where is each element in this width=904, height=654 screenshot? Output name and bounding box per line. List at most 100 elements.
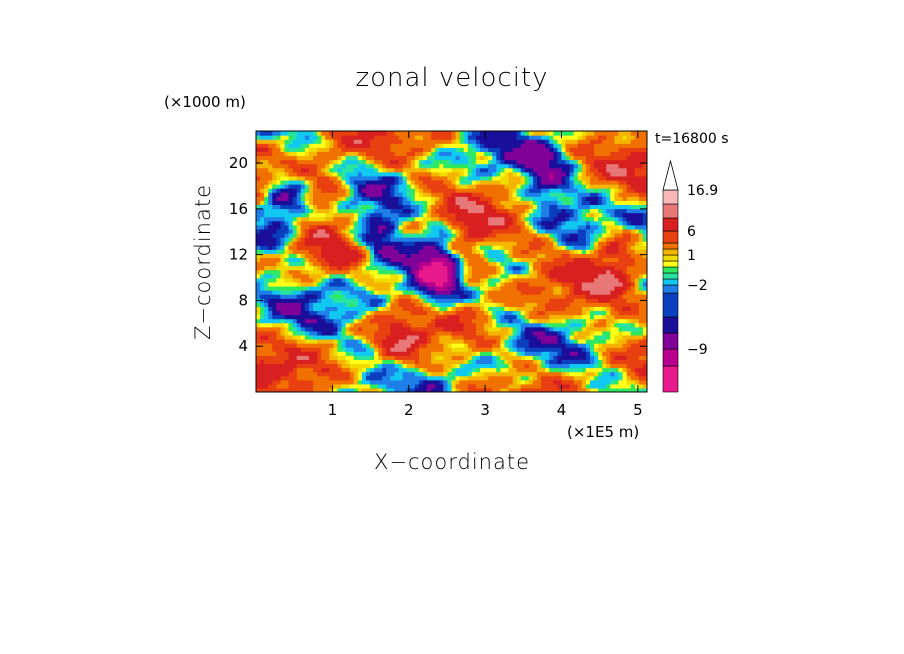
field-cell bbox=[537, 257, 542, 263]
field-cell bbox=[394, 306, 400, 312]
field-cell bbox=[516, 387, 522, 392]
field-cell bbox=[459, 212, 465, 218]
field-cell bbox=[337, 347, 343, 352]
field-cell bbox=[532, 379, 538, 385]
field-cell bbox=[475, 379, 481, 385]
field-cell bbox=[317, 294, 322, 299]
field-cell bbox=[272, 220, 277, 226]
field-cell bbox=[545, 306, 550, 312]
field-cell bbox=[382, 302, 387, 307]
field-cell bbox=[313, 171, 318, 177]
field-cell bbox=[386, 277, 391, 283]
field-cell bbox=[467, 290, 473, 295]
field-cell bbox=[349, 188, 355, 193]
field-cell bbox=[357, 224, 363, 230]
field-cell bbox=[406, 196, 412, 201]
field-cell bbox=[447, 167, 453, 173]
field-cell bbox=[414, 273, 420, 279]
field-cell bbox=[541, 216, 546, 222]
field-cell bbox=[508, 208, 514, 214]
field-cell bbox=[439, 367, 444, 373]
field-cell bbox=[447, 257, 453, 263]
field-cell bbox=[284, 355, 290, 360]
field-cell bbox=[357, 265, 363, 271]
field-cell bbox=[349, 351, 355, 356]
field-cell bbox=[431, 208, 436, 214]
field-cell bbox=[475, 371, 481, 377]
field-cell bbox=[447, 322, 453, 328]
field-cell bbox=[325, 298, 330, 303]
field-cell bbox=[394, 322, 400, 328]
field-cell bbox=[313, 277, 318, 283]
field-cell bbox=[459, 343, 465, 348]
field-cell bbox=[268, 363, 273, 369]
field-cell bbox=[300, 371, 306, 377]
field-cell bbox=[455, 200, 461, 206]
field-cell bbox=[284, 387, 290, 392]
field-cell bbox=[365, 171, 371, 177]
field-cell bbox=[390, 245, 396, 250]
field-cell bbox=[333, 269, 339, 275]
field-cell bbox=[308, 204, 314, 210]
field-cell bbox=[296, 338, 302, 344]
field-cell bbox=[528, 318, 534, 324]
field-cell bbox=[394, 310, 400, 316]
field-cell bbox=[272, 196, 277, 201]
field-cell bbox=[561, 131, 567, 136]
field-cell bbox=[292, 371, 298, 377]
field-cell bbox=[333, 167, 339, 173]
field-cell bbox=[357, 196, 363, 201]
field-cell bbox=[313, 155, 318, 161]
field-cell bbox=[365, 143, 371, 148]
field-cell bbox=[496, 245, 501, 250]
field-cell bbox=[406, 298, 412, 303]
field-cell bbox=[422, 220, 428, 226]
field-cell bbox=[532, 184, 538, 189]
field-cell bbox=[569, 253, 575, 259]
field-cell bbox=[402, 184, 408, 189]
field-cell bbox=[467, 261, 473, 267]
field-cell bbox=[329, 179, 334, 185]
field-cell bbox=[508, 200, 514, 206]
field-cell bbox=[374, 290, 379, 295]
field-cell bbox=[447, 253, 453, 259]
field-cell bbox=[374, 151, 379, 157]
field-cell bbox=[313, 294, 318, 299]
field-cell bbox=[443, 375, 449, 381]
field-cell bbox=[427, 375, 432, 381]
field-cell bbox=[496, 343, 501, 348]
field-cell bbox=[545, 334, 550, 340]
field-cell bbox=[260, 387, 265, 392]
field-cell bbox=[361, 245, 367, 250]
field-cell bbox=[451, 237, 457, 242]
field-cell bbox=[325, 338, 330, 344]
field-cell bbox=[541, 224, 546, 230]
field-cell bbox=[268, 371, 273, 377]
field-cell bbox=[325, 355, 330, 360]
field-cell bbox=[504, 281, 510, 287]
field-cell bbox=[329, 371, 334, 377]
field-cell bbox=[565, 338, 571, 344]
field-cell bbox=[333, 143, 339, 148]
field-cell bbox=[549, 265, 554, 271]
field-cell bbox=[492, 306, 497, 312]
field-cell bbox=[422, 302, 428, 307]
field-cell bbox=[280, 294, 286, 299]
field-cell bbox=[280, 171, 286, 177]
field-cell bbox=[418, 322, 424, 328]
field-cell bbox=[541, 273, 546, 279]
field-cell bbox=[378, 318, 383, 324]
field-cell bbox=[260, 147, 265, 152]
field-cell bbox=[520, 241, 526, 246]
field-cell bbox=[565, 139, 571, 144]
field-cell bbox=[488, 281, 493, 287]
field-cell bbox=[394, 269, 400, 275]
field-cell bbox=[524, 171, 530, 177]
field-cell bbox=[304, 245, 310, 250]
field-cell bbox=[520, 237, 526, 242]
field-cell bbox=[418, 208, 424, 214]
field-cell bbox=[256, 302, 261, 307]
field-cell bbox=[427, 314, 432, 320]
field-cell bbox=[480, 355, 485, 360]
field-cell bbox=[504, 175, 510, 181]
